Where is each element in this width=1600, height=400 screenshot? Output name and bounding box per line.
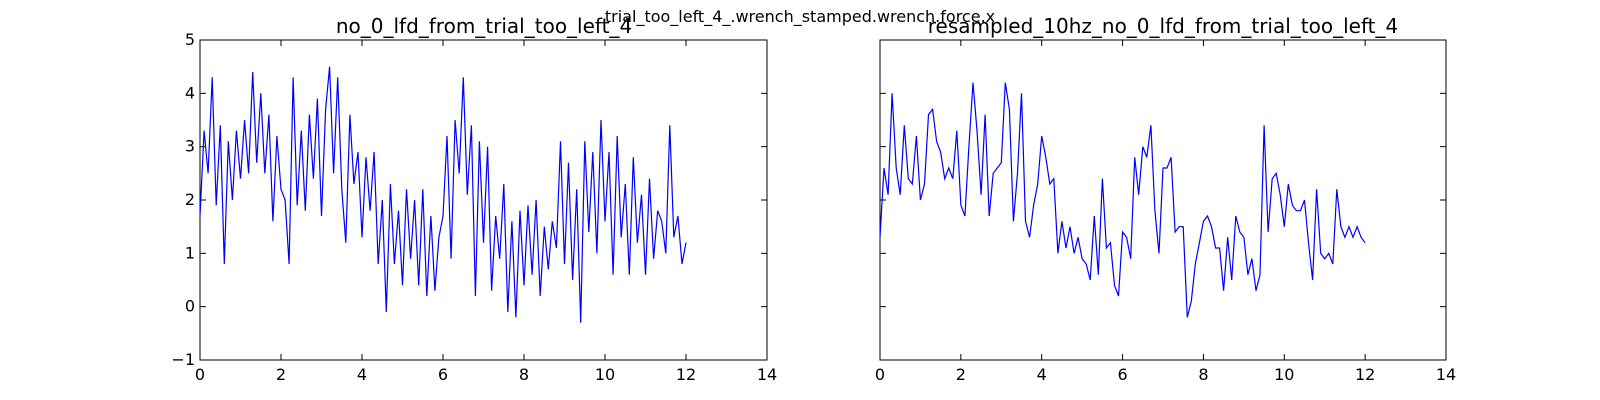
- y-tick-label: 5: [185, 30, 195, 49]
- right-plot-title: resampled_10hz_no_0_lfd_from_trial_too_l…: [928, 14, 1398, 38]
- y-tick-label: 3: [185, 137, 195, 156]
- right-plot-tick-labels: 0 2 4 6 8 10 12 14: [875, 365, 1456, 384]
- x-tick-label: 10: [1274, 365, 1294, 384]
- figure-suptitle: trial_too_left_4_.wrench_stamped.wrench.…: [605, 7, 995, 27]
- left-plot-ticks: [199, 39, 768, 361]
- x-tick-label: 2: [276, 365, 286, 384]
- right-plot-series-line: [879, 82, 1366, 318]
- x-tick-label: 12: [1355, 365, 1375, 384]
- right-plot-ticks: [879, 39, 1447, 361]
- x-tick-label: 4: [357, 365, 367, 384]
- right-plot: resampled_10hz_no_0_lfd_from_trial_too_l…: [875, 14, 1456, 384]
- x-tick-label: 8: [1198, 365, 1208, 384]
- x-tick-label: 10: [595, 365, 615, 384]
- x-tick-label: 2: [956, 365, 966, 384]
- left-plot: no_0_lfd_from_trial_too_left_4 0 2 4 6 8 10 12…: [171, 14, 777, 384]
- x-tick-label: 14: [1436, 365, 1456, 384]
- x-tick-label: 8: [519, 365, 529, 384]
- x-tick-label: 0: [875, 365, 885, 384]
- x-tick-label: 4: [1037, 365, 1047, 384]
- y-tick-label: 4: [185, 83, 195, 102]
- left-plot-series-line: [199, 66, 687, 323]
- y-tick-label: −1: [171, 350, 195, 369]
- x-tick-label: 6: [438, 365, 448, 384]
- y-tick-label: 0: [185, 297, 195, 316]
- x-tick-label: 0: [195, 365, 205, 384]
- x-tick-label: 14: [757, 365, 777, 384]
- y-tick-label: 2: [185, 190, 195, 209]
- right-plot-frame: [879, 39, 1447, 361]
- left-plot-title: no_0_lfd_from_trial_too_left_4: [336, 14, 632, 38]
- y-tick-label: 1: [185, 243, 195, 262]
- x-tick-label: 6: [1117, 365, 1127, 384]
- x-tick-label: 12: [676, 365, 696, 384]
